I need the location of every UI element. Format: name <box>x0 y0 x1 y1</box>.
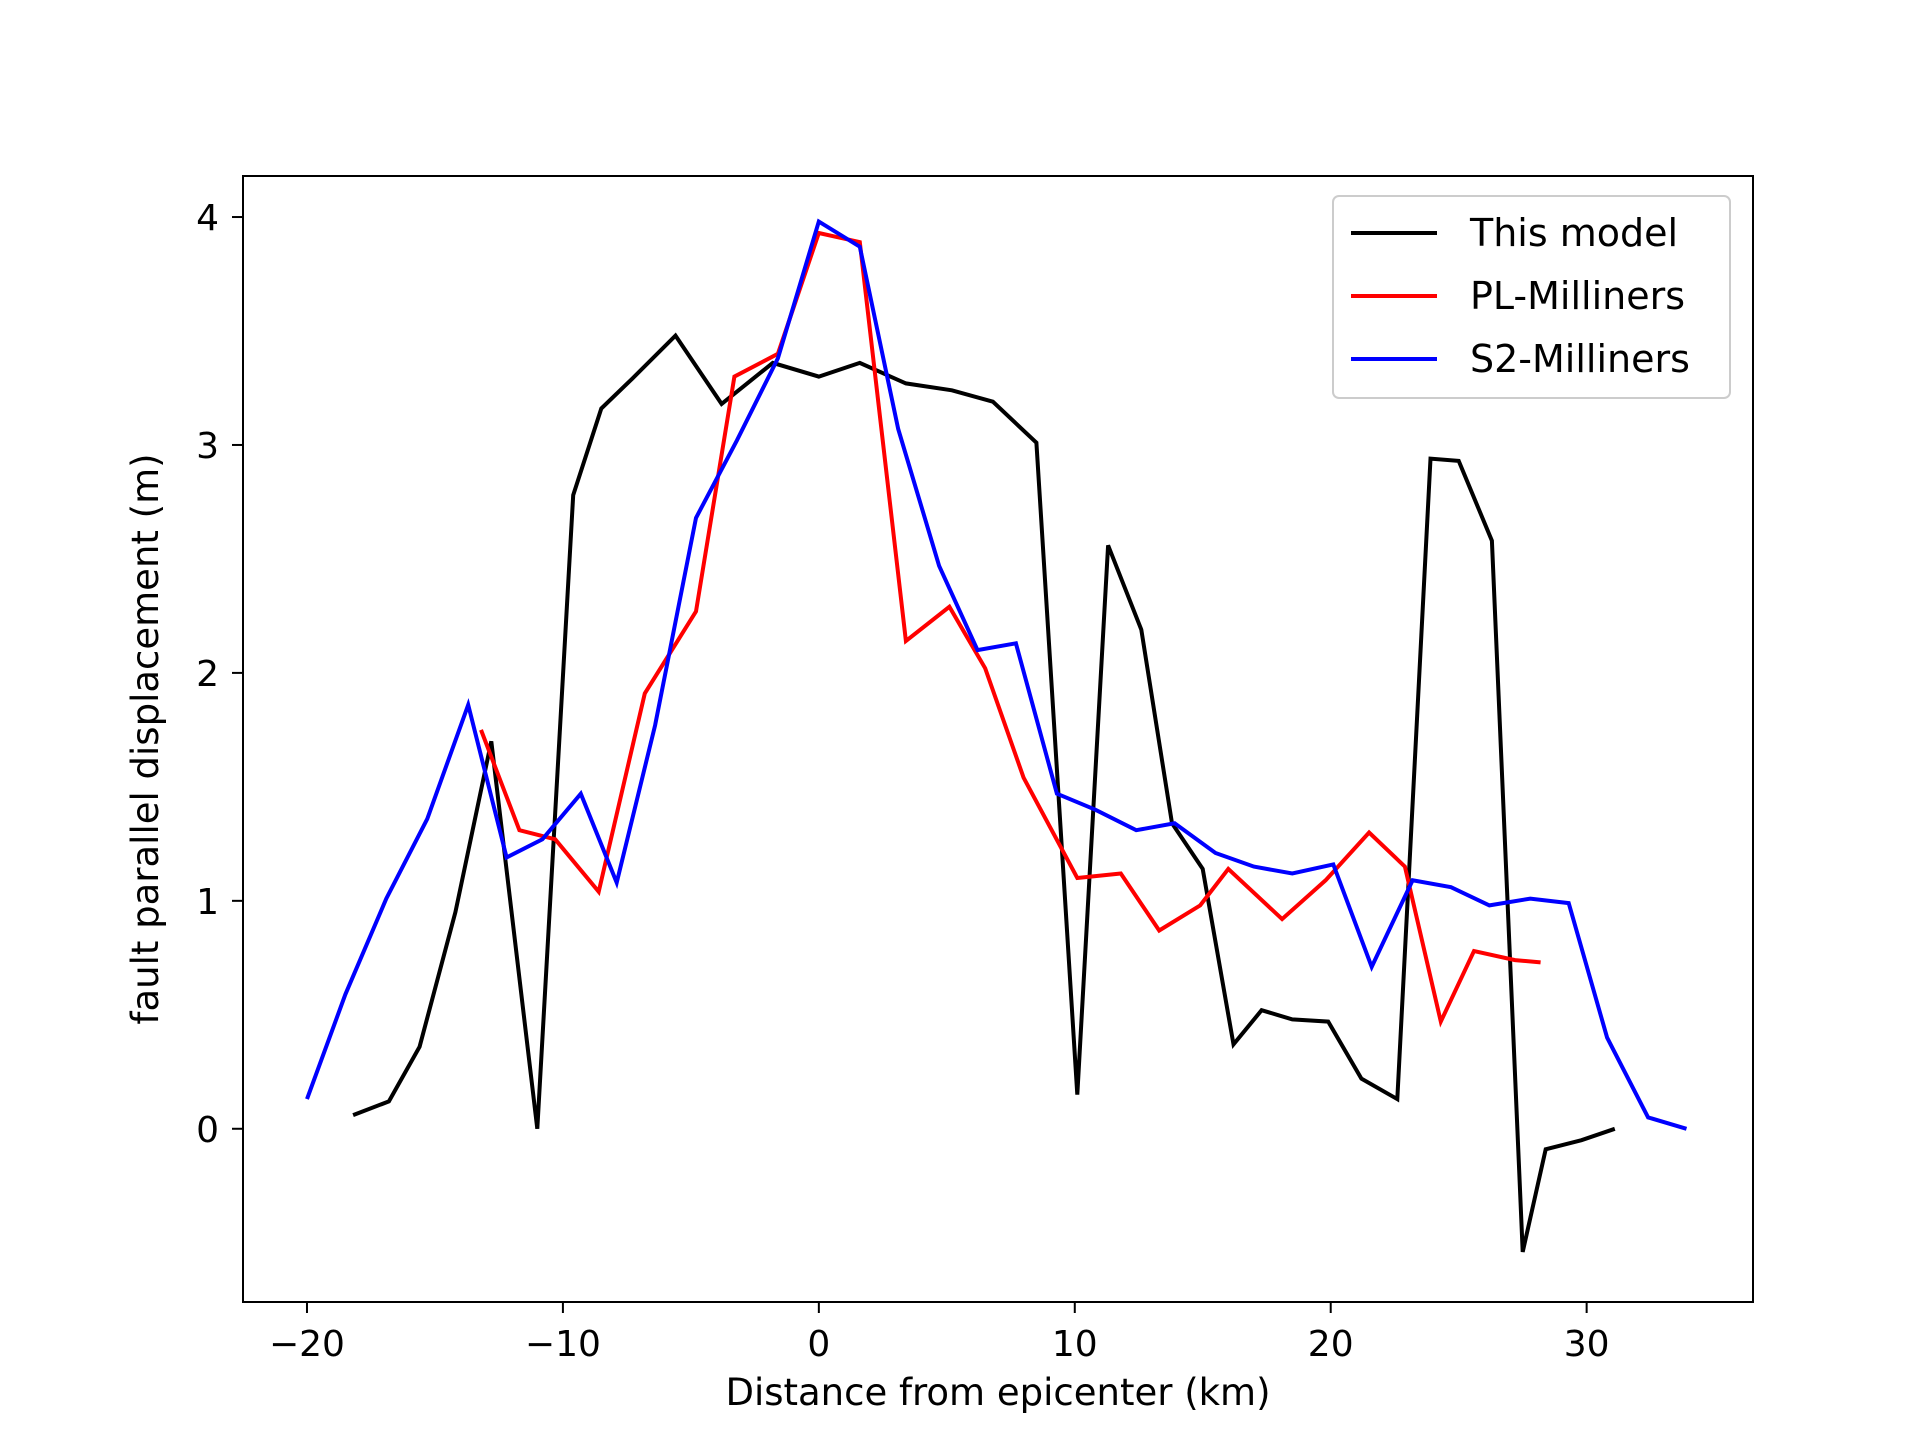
legend-label: PL-Milliners <box>1470 274 1685 318</box>
x-tick-label: 30 <box>1564 1324 1610 1365</box>
y-tick-label: 1 <box>196 882 219 923</box>
y-axis-label: fault parallel displacement (m) <box>124 453 167 1024</box>
x-tick-label: 10 <box>1052 1324 1098 1365</box>
series-line-pl-milliners <box>479 230 1541 1028</box>
y-tick-label: 2 <box>196 654 219 695</box>
legend-box <box>1332 195 1731 399</box>
series-line-this-model <box>352 332 1616 1253</box>
plot-frame <box>242 175 1754 1303</box>
legend-label: S2-Milliners <box>1470 337 1690 381</box>
y-tick-label: 3 <box>196 426 219 467</box>
legend-label: This model <box>1469 211 1678 255</box>
y-tick-label: 4 <box>196 198 219 239</box>
y-tick-label: 0 <box>196 1110 219 1151</box>
series-line-s2-milliners <box>305 218 1688 1131</box>
x-axis-label: Distance from epicenter (km) <box>725 1371 1270 1414</box>
x-tick-label: −10 <box>525 1324 601 1365</box>
x-tick-label: 0 <box>807 1324 830 1365</box>
axes-layer: −20 −10 0 10 20 30 0 1 2 3 4 Distance from epicente… <box>124 175 1754 1414</box>
series-layer <box>305 218 1688 1253</box>
x-tick-label: −20 <box>269 1324 345 1365</box>
x-tick-label: 20 <box>1308 1324 1354 1365</box>
legend: This model PL-Milliners S2-Milliners <box>1332 195 1731 399</box>
